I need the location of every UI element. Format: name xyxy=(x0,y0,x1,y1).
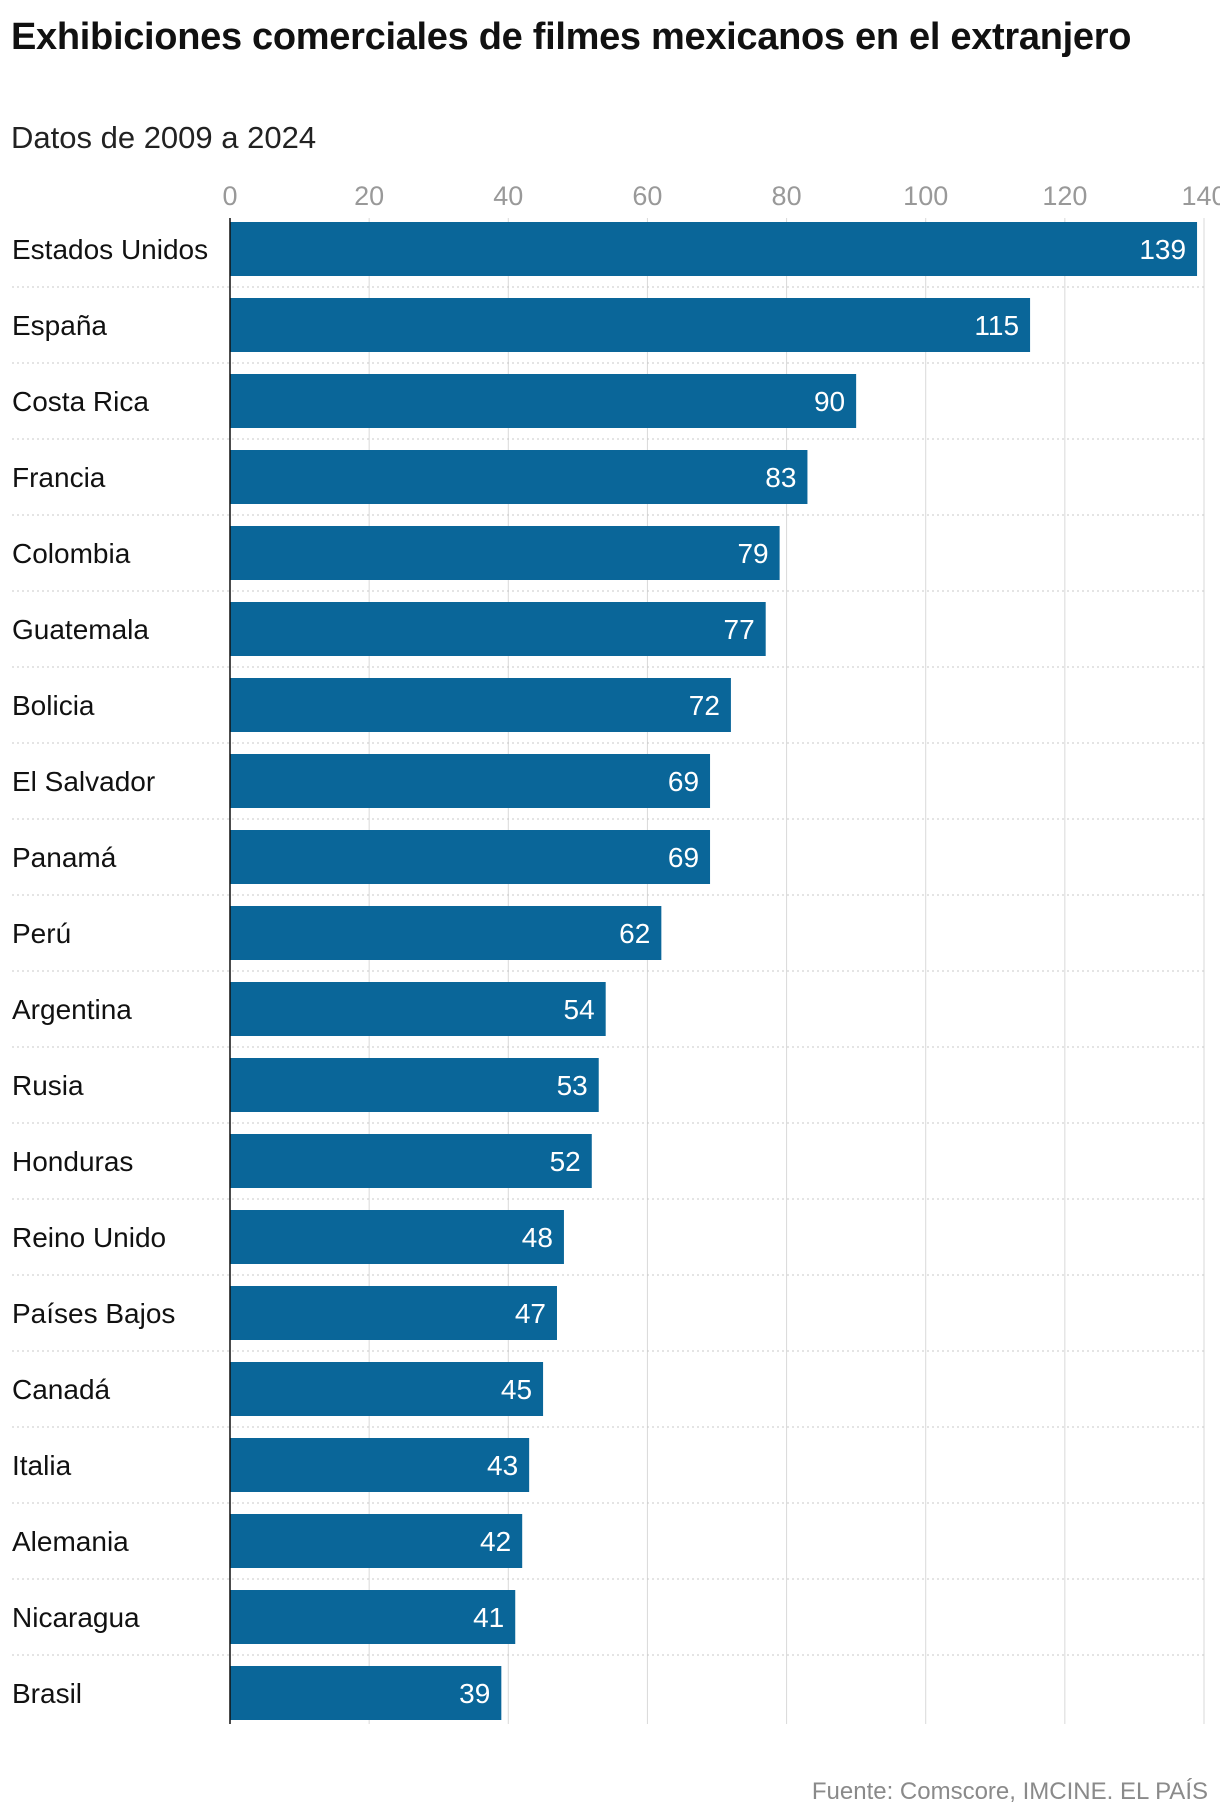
bar xyxy=(230,298,1031,352)
bar xyxy=(230,1286,557,1340)
bar-value-label: 54 xyxy=(564,994,595,1025)
category-label: Países Bajos xyxy=(12,1298,175,1329)
bar xyxy=(230,1590,516,1644)
bar-value-label: 52 xyxy=(550,1146,581,1177)
category-label: Brasil xyxy=(12,1678,82,1709)
bar xyxy=(230,1666,502,1720)
x-tick-label: 120 xyxy=(1042,181,1087,211)
bar-value-label: 62 xyxy=(619,918,650,949)
category-label: El Salvador xyxy=(12,766,155,797)
bar xyxy=(230,678,731,732)
bar-value-label: 72 xyxy=(689,690,720,721)
bar xyxy=(230,1514,523,1568)
bar-value-label: 39 xyxy=(459,1678,490,1709)
x-tick-label: 100 xyxy=(903,181,948,211)
bar xyxy=(230,1210,564,1264)
bar xyxy=(230,450,808,504)
bar xyxy=(230,374,857,428)
bar-value-label: 69 xyxy=(668,842,699,873)
bar-value-label: 115 xyxy=(974,310,1019,341)
bar-value-label: 69 xyxy=(668,766,699,797)
bar xyxy=(230,906,662,960)
x-tick-label: 0 xyxy=(222,181,237,211)
category-label: Perú xyxy=(12,918,71,949)
bar xyxy=(230,602,766,656)
bar-value-label: 45 xyxy=(501,1374,532,1405)
category-label: Honduras xyxy=(12,1146,133,1177)
bar xyxy=(230,1134,592,1188)
category-label: Canadá xyxy=(12,1374,111,1405)
x-tick-label: 80 xyxy=(772,181,802,211)
bar xyxy=(230,1058,599,1112)
category-label: España xyxy=(12,310,107,341)
x-tick-label: 140 xyxy=(1181,181,1220,211)
bar-value-label: 41 xyxy=(473,1602,504,1633)
bar-value-label: 47 xyxy=(515,1298,546,1329)
bar xyxy=(230,526,780,580)
bar-value-label: 43 xyxy=(487,1450,518,1481)
x-tick-label: 20 xyxy=(354,181,384,211)
category-label: Alemania xyxy=(12,1526,129,1557)
bar-value-label: 77 xyxy=(724,614,755,645)
bar-value-label: 53 xyxy=(557,1070,588,1101)
category-label: Francia xyxy=(12,462,106,493)
category-label: Bolicia xyxy=(12,690,95,721)
category-label: Colombia xyxy=(12,538,131,569)
bar xyxy=(230,754,711,808)
chart-subtitle: Datos de 2009 a 2024 xyxy=(11,120,317,155)
category-label: Costa Rica xyxy=(12,386,149,417)
bar xyxy=(230,222,1198,276)
bar-value-label: 48 xyxy=(522,1222,553,1253)
bar-value-label: 83 xyxy=(765,462,796,493)
x-tick-label: 60 xyxy=(632,181,662,211)
category-label: Nicaragua xyxy=(12,1602,140,1633)
category-label: Panamá xyxy=(12,842,117,873)
x-tick-label: 40 xyxy=(493,181,523,211)
category-label: Rusia xyxy=(12,1070,84,1101)
bar-value-label: 79 xyxy=(737,538,768,569)
category-label: Guatemala xyxy=(12,614,149,645)
bar-value-label: 90 xyxy=(814,386,845,417)
bar xyxy=(230,982,606,1036)
category-label: Estados Unidos xyxy=(12,234,208,265)
bar-value-label: 139 xyxy=(1139,234,1186,265)
category-label: Italia xyxy=(12,1450,72,1481)
source-note: Fuente: Comscore, IMCINE. EL PAÍS xyxy=(811,1778,1208,1805)
chart-title: Exhibiciones comerciales de filmes mexic… xyxy=(11,16,1132,58)
bar-value-label: 42 xyxy=(480,1526,511,1557)
category-label: Reino Unido xyxy=(12,1222,166,1253)
bar xyxy=(230,1438,530,1492)
category-label: Argentina xyxy=(12,994,132,1025)
bar xyxy=(230,1362,544,1416)
bar xyxy=(230,830,711,884)
